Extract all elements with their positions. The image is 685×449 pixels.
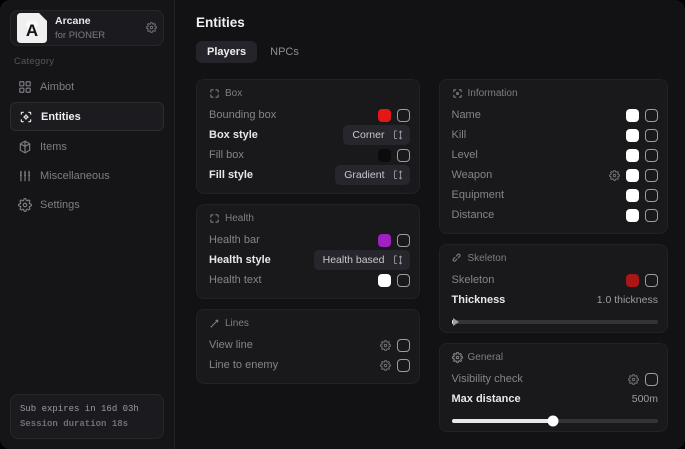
svg-text:A: A [26,21,38,40]
